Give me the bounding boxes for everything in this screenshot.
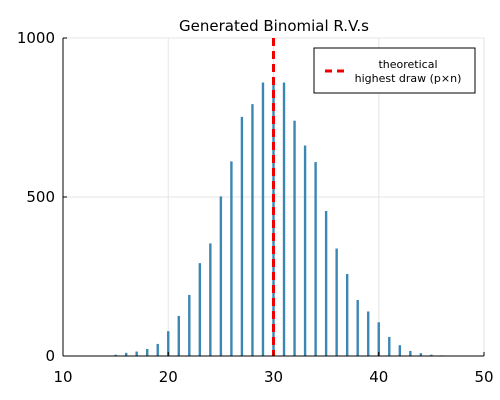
y-tick-label: 0 [45, 347, 55, 365]
y-tick-label: 1000 [17, 29, 55, 47]
bar [419, 353, 423, 356]
bar [272, 79, 275, 356]
bar [335, 248, 338, 356]
axes [62, 37, 485, 357]
bar [219, 196, 223, 356]
x-tick-label: 40 [369, 368, 388, 386]
bar [177, 315, 180, 356]
bar [114, 354, 117, 356]
legend: theoretical highest draw (p×n) [313, 47, 476, 94]
x-tick-label: 20 [159, 368, 178, 386]
bar [198, 263, 202, 356]
bar [324, 210, 328, 356]
chart-title: Generated Binomial R.V.s [179, 17, 369, 35]
bar [124, 352, 128, 356]
bar [209, 243, 212, 356]
bar [240, 116, 244, 356]
x-tick-label: 10 [53, 368, 72, 386]
bar [398, 345, 401, 356]
bar [293, 120, 296, 357]
bar [188, 294, 191, 356]
legend-label-line2: highest draw (p×n) [355, 72, 462, 85]
y-tick-label: 500 [26, 188, 55, 206]
bar [146, 349, 149, 356]
bar [356, 300, 359, 356]
bars [103, 79, 454, 357]
legend-label-line1: theoretical [378, 58, 437, 71]
bar [282, 82, 286, 357]
bar [314, 162, 317, 356]
bar [388, 336, 391, 356]
bar [430, 354, 433, 356]
bar [135, 351, 138, 356]
bar [261, 82, 265, 357]
bar [367, 311, 370, 356]
bar [345, 273, 349, 356]
x-tick-label: 50 [474, 368, 493, 386]
x-tick-label: 30 [264, 368, 283, 386]
bar [303, 145, 307, 356]
bar [377, 322, 380, 356]
bar [409, 350, 412, 356]
bar [167, 331, 170, 356]
bar [251, 104, 254, 356]
bar [156, 343, 159, 356]
bar [230, 161, 233, 356]
